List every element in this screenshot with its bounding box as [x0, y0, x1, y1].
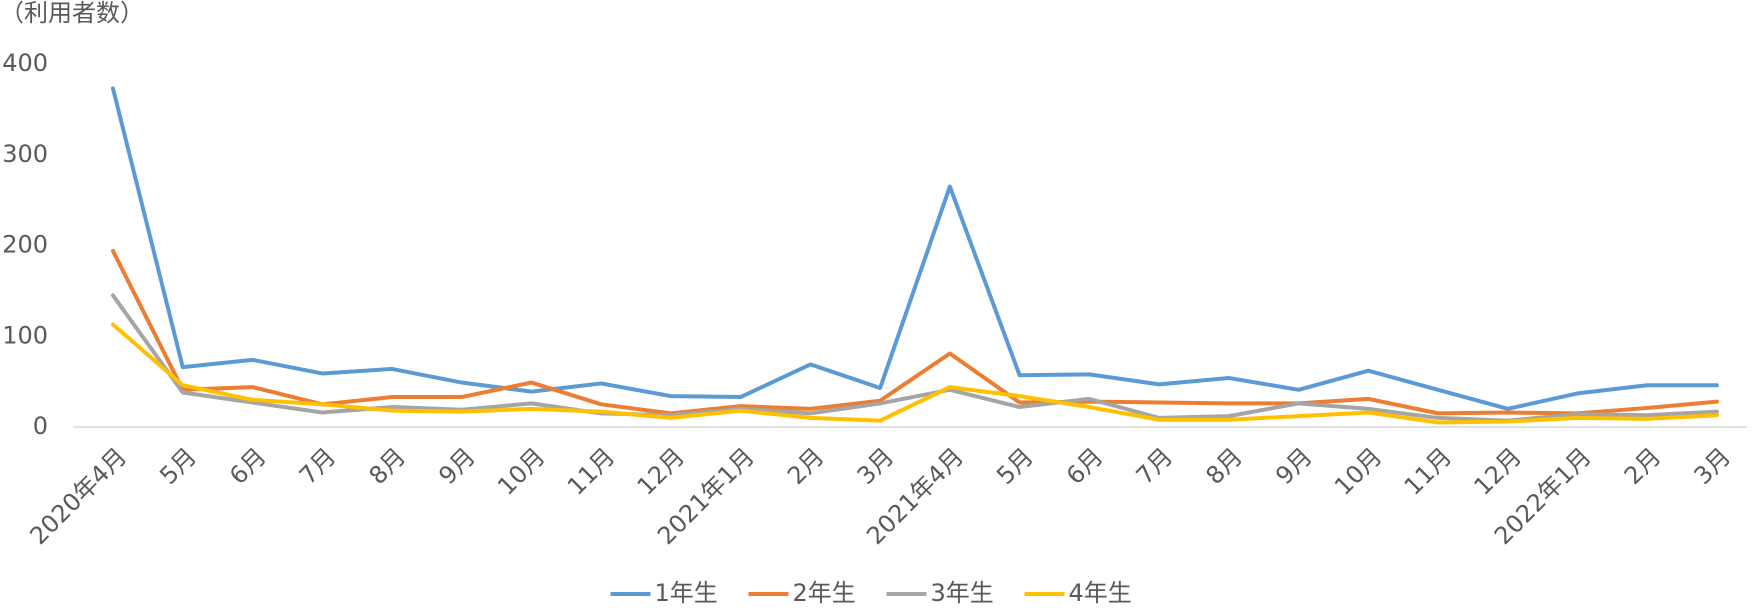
x-tick-label: 2020年4月: [24, 442, 132, 550]
x-tick-label: 6月: [224, 442, 272, 490]
y-tick-label: 400: [2, 49, 48, 77]
legend-label: 1年生: [655, 579, 718, 607]
x-tick-label: 9月: [1270, 442, 1318, 490]
x-tick-label: 11月: [562, 442, 620, 500]
x-tick-label: 8月: [1200, 442, 1248, 490]
legend-label: 3年生: [931, 579, 994, 607]
x-tick-label: 12月: [1469, 442, 1527, 500]
x-tick-label: 5月: [154, 442, 202, 490]
x-tick-label: 7月: [1131, 442, 1179, 490]
x-tick-label: 5月: [991, 442, 1039, 490]
x-tick-label: 6月: [1061, 442, 1109, 490]
x-tick-label: 7月: [294, 442, 342, 490]
x-tick-label: 11月: [1399, 442, 1457, 500]
x-tick-label: 2月: [782, 442, 830, 490]
y-axis-label: （利用者数）: [0, 0, 144, 27]
x-tick-label: 3月: [1689, 442, 1737, 490]
y-tick-label: 0: [33, 412, 48, 440]
x-tick-label: 8月: [364, 442, 412, 490]
series-line: [111, 322, 1719, 425]
series-line: [111, 86, 1719, 411]
x-tick-label: 10月: [492, 442, 550, 500]
x-tick-label: 9月: [433, 442, 481, 490]
x-tick-label: 10月: [1329, 442, 1387, 500]
legend-label: 2年生: [793, 579, 856, 607]
y-tick-label: 100: [2, 321, 48, 349]
legend-label: 4年生: [1069, 579, 1132, 607]
x-tick-label: 3月: [852, 442, 900, 490]
x-tick-label: 2月: [1619, 442, 1667, 490]
series-line: [111, 248, 1719, 416]
x-tick-label: 12月: [632, 442, 690, 500]
y-tick-label: 200: [2, 231, 48, 259]
y-tick-label: 300: [2, 140, 48, 168]
